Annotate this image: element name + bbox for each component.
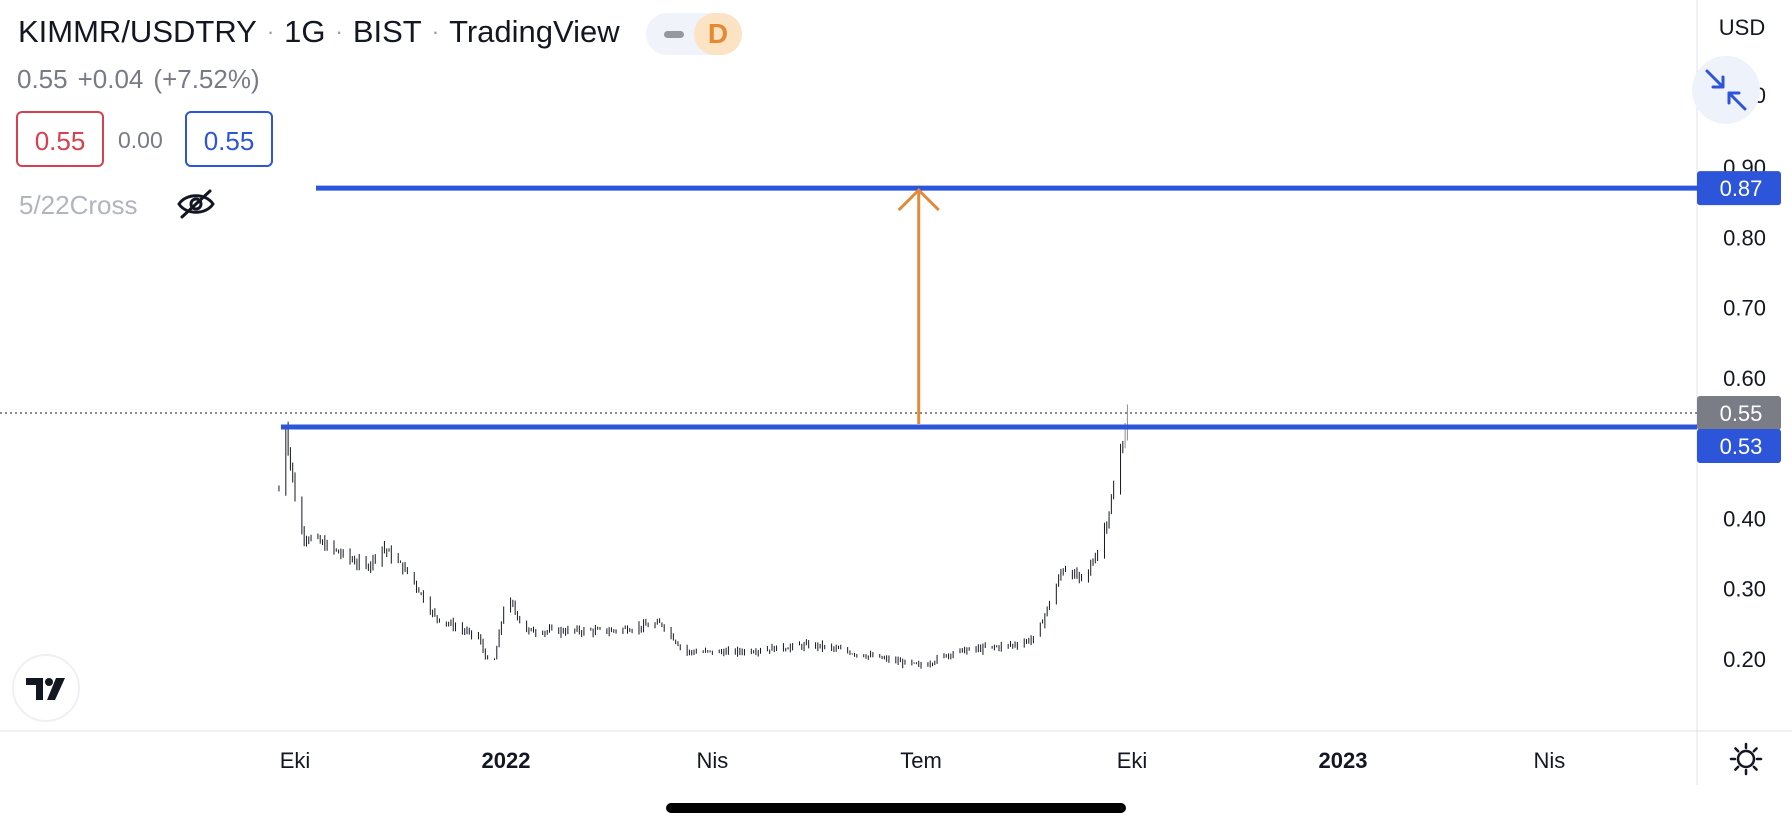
- y-tick-label: 0.80: [1723, 225, 1766, 250]
- x-tick-label: Nis: [1533, 748, 1565, 773]
- x-tick-label: 2023: [1318, 748, 1367, 773]
- y-axis-ticks: 0.200.300.400.600.700.800.90: [1723, 155, 1766, 672]
- price-candles: [278, 404, 1128, 669]
- tag-lower-label: 0.53: [1720, 434, 1763, 459]
- collapse-button[interactable]: [1692, 56, 1760, 124]
- chart-title[interactable]: KIMMR/USDTRY · 1G · BIST · TradingView: [18, 14, 620, 49]
- settings-icon[interactable]: [1728, 741, 1764, 777]
- symbol-name[interactable]: KIMMR/USDTRY: [18, 14, 257, 49]
- y-axis-currency-label: USD: [1719, 15, 1765, 40]
- tag-lower-level: 0.53: [1697, 429, 1781, 464]
- eye-off-icon[interactable]: [176, 188, 216, 220]
- y-tick-label: 0.30: [1723, 577, 1766, 602]
- source-label: TradingView: [449, 14, 620, 49]
- buy-price-button[interactable]: 0.55: [185, 111, 273, 167]
- x-tick-label: Tem: [900, 748, 942, 773]
- x-tick-label: Eki: [1117, 748, 1148, 773]
- measure-arrow: [897, 187, 940, 425]
- interval-label[interactable]: 1G: [284, 14, 326, 49]
- y-tick-label: 0.60: [1723, 366, 1766, 391]
- tag-last-price: 0.55: [1697, 396, 1781, 430]
- status-badge[interactable]: D: [646, 13, 742, 55]
- arrow-head: [897, 187, 940, 212]
- last-price: 0.55: [17, 64, 68, 94]
- tag-upper-label: 0.87: [1720, 176, 1763, 201]
- x-tick-label: Eki: [280, 748, 311, 773]
- tag-upper-level: 0.87: [1697, 171, 1781, 206]
- tag-last-price-label: 0.55: [1720, 401, 1763, 426]
- home-indicator[interactable]: [666, 803, 1126, 813]
- x-tick-label: 2022: [481, 748, 530, 773]
- collapse-icon: [1705, 69, 1747, 111]
- y-tick-label: 0.20: [1723, 647, 1766, 672]
- price-change-percent: (+7.52%): [153, 64, 260, 94]
- price-summary: 0.55 +0.04 (+7.52%): [17, 64, 270, 95]
- y-tick-label: 0.40: [1723, 506, 1766, 531]
- tradingview-logo[interactable]: [12, 654, 80, 722]
- tradingview-logo-icon: [26, 678, 65, 700]
- spread-value: 0.00: [118, 127, 163, 153]
- y-tick-label: 0.70: [1723, 296, 1766, 321]
- price-change: +0.04: [77, 64, 144, 94]
- indicator-name[interactable]: 5/22Cross: [19, 190, 138, 220]
- sell-price-button[interactable]: 0.55: [16, 111, 104, 167]
- exchange-label: BIST: [352, 14, 422, 49]
- x-tick-label: Nis: [696, 748, 728, 773]
- minus-icon: [664, 31, 684, 38]
- x-axis-ticks: Eki 2022 Nis Tem Eki 2023 Nis: [280, 748, 1566, 773]
- delayed-data-badge: D: [694, 13, 742, 55]
